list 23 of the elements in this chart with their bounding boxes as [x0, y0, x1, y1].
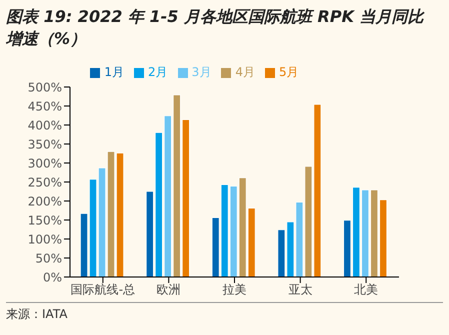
y-tick-label: 150% — [28, 213, 62, 228]
legend-label: 2月 — [148, 65, 168, 79]
x-tick-label: 亚太 — [288, 282, 312, 297]
legend-label: 4月 — [235, 65, 255, 79]
y-tick-label: 250% — [28, 175, 62, 190]
source-note: 来源：IATA — [6, 306, 68, 323]
legend-label: 5月 — [278, 65, 299, 79]
y-tick-label: 0% — [42, 270, 62, 284]
y-tick-label: 350% — [28, 137, 62, 152]
x-tick-label: 国际航线-总 — [70, 282, 136, 297]
y-tick-label: 300% — [28, 156, 62, 170]
x-tick-label: 拉美 — [222, 282, 246, 297]
chart-title: 图表 19: 2022 年 1-5 月各地区国际航班 RPK 当月同比增速（%） — [6, 6, 426, 50]
legend-label: 3月 — [192, 65, 212, 79]
y-tick-label: 100% — [28, 232, 62, 246]
legend-label: 1月 — [104, 65, 124, 79]
y-tick-label: 50% — [35, 251, 62, 266]
y-tick-label: 400% — [28, 118, 62, 132]
y-tick-label: 450% — [28, 99, 62, 114]
y-tick-label: 500% — [28, 80, 62, 94]
y-tick-label: 200% — [28, 194, 62, 208]
x-tick-label: 欧洲 — [156, 282, 181, 297]
x-tick-label: 北美 — [354, 282, 378, 297]
